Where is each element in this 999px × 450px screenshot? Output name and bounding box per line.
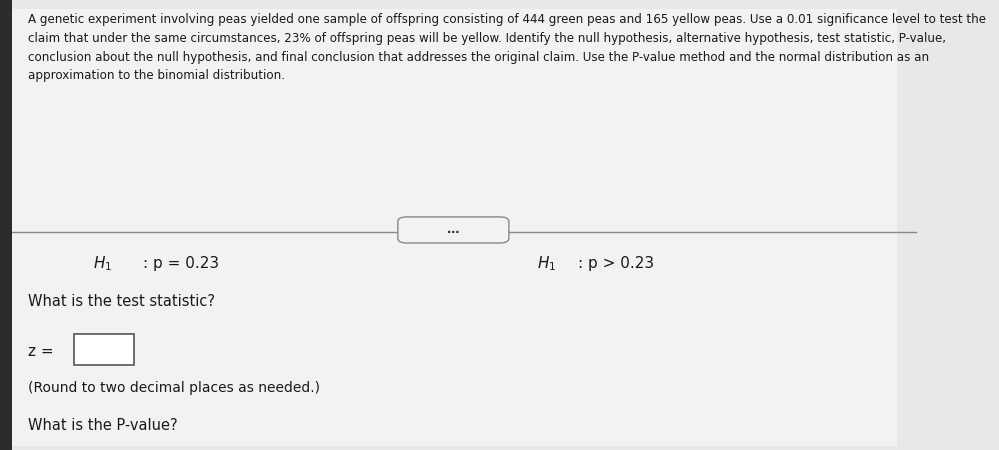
Text: …: … <box>448 224 460 236</box>
Text: : p = 0.23: : p = 0.23 <box>144 256 220 271</box>
Text: What is the test statistic?: What is the test statistic? <box>28 294 215 309</box>
FancyBboxPatch shape <box>74 334 134 364</box>
Text: (Round to two decimal places as needed.): (Round to two decimal places as needed.) <box>28 381 320 395</box>
Text: z =: z = <box>28 343 58 359</box>
Text: $H_1$: $H_1$ <box>536 254 555 273</box>
Text: $H_1$: $H_1$ <box>93 254 112 273</box>
Text: : p > 0.23: : p > 0.23 <box>578 256 654 271</box>
Text: A genetic experiment involving peas yielded one sample of offspring consisting o: A genetic experiment involving peas yiel… <box>28 14 986 82</box>
FancyBboxPatch shape <box>398 217 508 243</box>
Text: What is the P-value?: What is the P-value? <box>28 418 178 433</box>
FancyBboxPatch shape <box>9 9 897 446</box>
